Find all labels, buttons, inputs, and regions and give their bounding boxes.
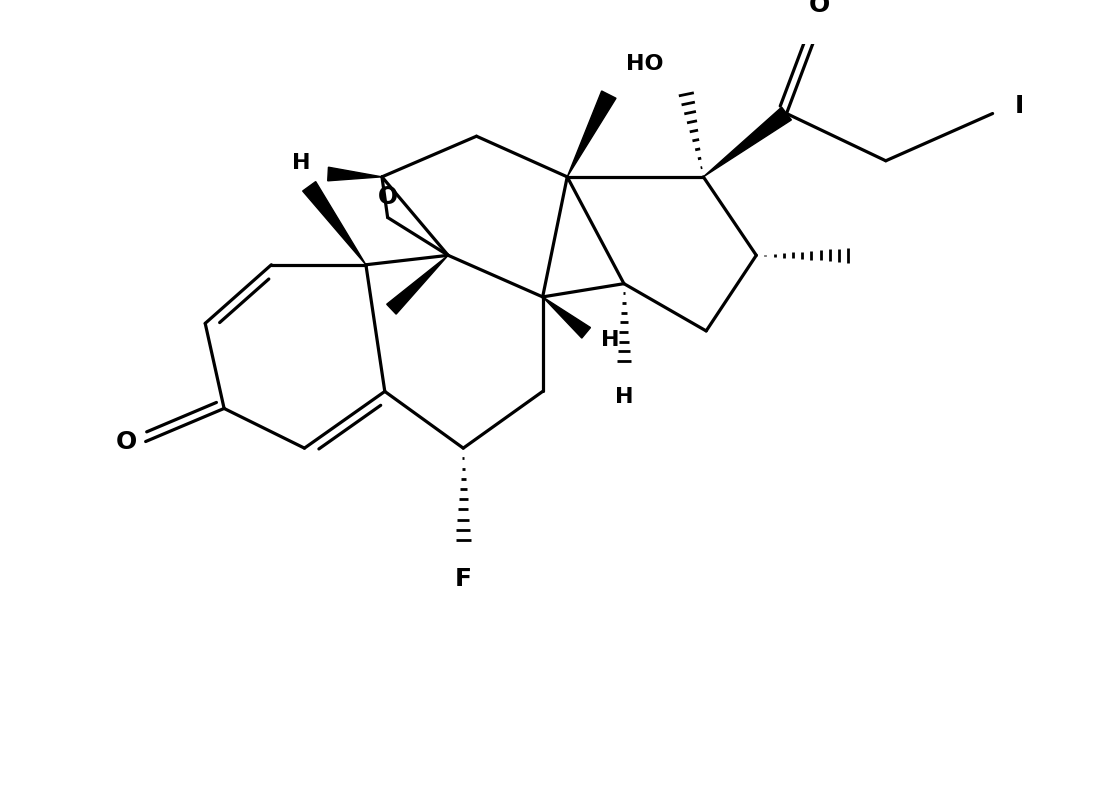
Text: O: O — [378, 185, 398, 209]
Text: H: H — [601, 330, 619, 350]
Polygon shape — [302, 181, 366, 265]
Text: O: O — [809, 0, 830, 17]
Text: I: I — [1015, 94, 1024, 118]
Polygon shape — [543, 297, 591, 338]
Text: H: H — [293, 153, 311, 173]
Text: HO: HO — [626, 54, 664, 74]
Text: O: O — [116, 430, 137, 454]
Text: H: H — [615, 387, 633, 407]
Polygon shape — [567, 91, 616, 177]
Polygon shape — [704, 107, 791, 177]
Polygon shape — [328, 167, 382, 181]
Text: F: F — [454, 567, 472, 591]
Polygon shape — [387, 256, 448, 314]
